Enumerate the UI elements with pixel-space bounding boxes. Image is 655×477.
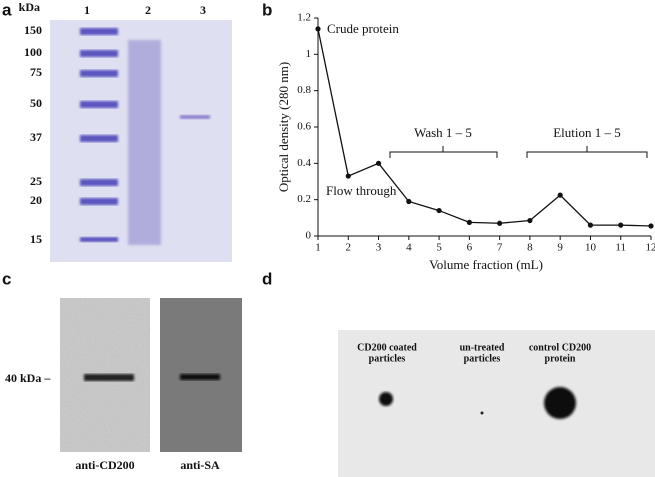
y-tick-label: 0: [306, 230, 312, 242]
x-tick-label: 12: [646, 242, 655, 254]
sample-label: particles: [464, 353, 501, 364]
data-line: [317, 28, 652, 227]
data-point: [618, 222, 624, 228]
x-tick-label: 8: [527, 242, 533, 254]
marker-label: 20: [30, 193, 42, 207]
x-tick-label: 1: [315, 242, 321, 254]
ladder-band: [80, 28, 118, 35]
y-tick-label: 0.6: [297, 121, 311, 133]
annotation: Elution 1 – 5: [553, 125, 621, 140]
y-tick-label: 0.2: [297, 193, 311, 205]
data-point: [406, 198, 412, 205]
y-tick-label: 0.8: [297, 84, 311, 96]
annotation: Flow through: [326, 183, 397, 198]
sample-label: protein: [545, 353, 576, 364]
blot-label: anti-CD200: [75, 458, 134, 472]
marker-label: 100: [24, 45, 42, 59]
sample-label: particles: [369, 353, 406, 364]
band: [84, 374, 134, 381]
annotation: Wash 1 – 5: [414, 125, 472, 140]
ladder-band: [80, 70, 118, 77]
panel-label: b: [262, 0, 272, 19]
data-point: [587, 222, 594, 228]
data-point: [375, 160, 382, 166]
unit-label: kDa: [19, 0, 40, 14]
data-point: [466, 219, 472, 225]
ladder-band: [80, 179, 118, 186]
bracket: [526, 146, 648, 158]
y-tick-label: 1: [306, 48, 312, 60]
lane-label: 3: [200, 3, 206, 17]
x-tick-label: 4: [406, 242, 412, 254]
sample-label: CD200 coated: [357, 342, 417, 353]
data-point: [497, 220, 503, 226]
x-tick-label: 10: [585, 242, 597, 254]
panel-label: c: [2, 269, 11, 288]
band: [180, 374, 220, 380]
data-point: [557, 192, 563, 198]
y-axis-label: Optical density (280 nm): [276, 62, 291, 192]
ladder-band: [80, 237, 118, 242]
x-tick-label: 6: [467, 242, 473, 254]
x-tick-label: 2: [346, 242, 352, 254]
marker-label: 15: [30, 232, 42, 246]
data-point: [436, 207, 442, 214]
x-tick-label: 11: [615, 242, 626, 254]
marker-label: 40 kDa –: [5, 371, 51, 385]
ladder-band: [80, 50, 118, 57]
dot: [379, 392, 393, 406]
marker-label: 50: [30, 96, 42, 110]
ladder-band: [80, 101, 118, 108]
lane-smear: [128, 40, 161, 245]
lane-label: 1: [84, 3, 90, 17]
sample-label: un-treated: [460, 342, 505, 353]
band: [180, 115, 210, 119]
x-tick-label: 3: [376, 242, 382, 254]
data-point: [315, 26, 321, 32]
sample-label: control CD200: [529, 342, 591, 353]
y-tick-label: 1.2: [297, 12, 311, 24]
x-axis-label: Volume fraction (mL): [429, 257, 543, 272]
y-tick-label: 0.4: [297, 157, 311, 169]
annotation: Crude protein: [327, 21, 399, 36]
marker-label: 75: [30, 65, 42, 79]
bracket: [389, 146, 498, 158]
ladder-band: [80, 135, 118, 142]
dot: [544, 387, 576, 419]
panel-label: a: [2, 0, 12, 19]
marker-label: 25: [30, 174, 42, 188]
blot-label: anti-SA: [180, 458, 220, 472]
dot: [480, 411, 484, 415]
panel-label: d: [262, 269, 272, 288]
data-point: [648, 223, 654, 229]
ladder-band: [80, 198, 118, 205]
data-point: [345, 173, 351, 179]
x-tick-label: 5: [436, 242, 442, 254]
x-tick-label: 7: [497, 242, 503, 254]
data-point: [527, 217, 533, 224]
marker-label: 37: [30, 130, 42, 144]
x-tick-label: 9: [557, 242, 563, 254]
marker-label: 150: [24, 23, 42, 37]
lane-label: 2: [145, 3, 151, 17]
